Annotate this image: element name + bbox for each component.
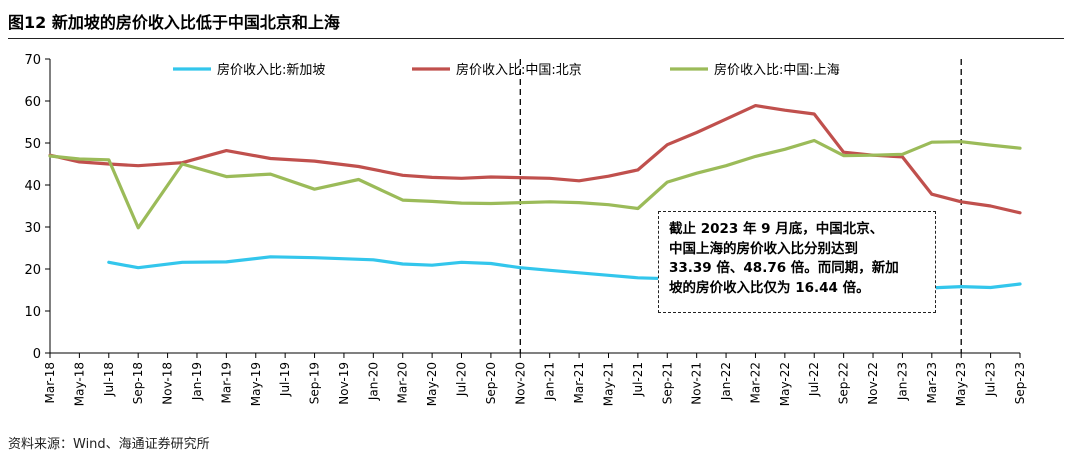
x-tick-label: Sep-22 (837, 362, 851, 404)
y-tick-label: 60 (24, 95, 41, 110)
x-tick-label: Jul-23 (984, 362, 998, 397)
x-tick-label: Sep-19 (308, 362, 322, 404)
y-tick-label: 50 (24, 137, 41, 152)
series-line (48, 138, 1022, 230)
x-tick-label: Sep-18 (131, 362, 145, 404)
title-rule (8, 38, 1064, 39)
legend-label: 房价收入比:中国:上海 (714, 62, 840, 78)
annotation-line: 截止 2023 年 9 月底，中国北京、 (669, 221, 884, 237)
x-tick-label: May-18 (72, 362, 86, 406)
x-tick-label: Mar-18 (43, 362, 57, 403)
line-chart: 0 10 20 30 40 50 60 70 Mar-18 May-18 Jul-18 Sep-18 N… (24, 53, 1027, 406)
annotation-line: 中国上海的房价收入比分别达到 (669, 240, 858, 257)
x-tick-label: Jan-23 (895, 362, 909, 401)
x-tick-label: Jul-18 (102, 362, 116, 397)
y-tick-label: 20 (24, 263, 41, 278)
x-tick-label: May-23 (954, 362, 968, 406)
y-tick-label: 30 (24, 221, 41, 236)
x-tick-label: Nov-18 (161, 362, 175, 405)
x-tick-label: May-20 (425, 362, 439, 406)
annotation-box: 截止 2023 年 9 月底，中国北京、 中国上海的房价收入比分别达到 33.3… (658, 211, 936, 313)
x-tick-label: Nov-19 (337, 362, 351, 405)
source-note: 资料来源：Wind、海通证券研究所 (8, 437, 210, 452)
x-tick-label: Nov-20 (513, 362, 527, 405)
x-tick-label: Mar-20 (396, 362, 410, 403)
y-tick-label: 10 (24, 305, 41, 320)
x-tick-label: Jan-20 (366, 362, 380, 401)
x-tick-label: Jul-20 (455, 362, 469, 397)
x-tick-label: Sep-21 (660, 362, 674, 404)
x-tick-label: Jan-19 (190, 362, 204, 401)
x-tick-label: May-21 (601, 362, 615, 406)
y-tick-label: 0 (33, 347, 41, 362)
legend-label: 房价收入比:新加坡 (217, 62, 325, 78)
x-tick-label: Jan-22 (719, 362, 733, 401)
x-tick-label: May-19 (249, 362, 263, 406)
legend-label: 房价收入比:中国:北京 (456, 62, 582, 78)
x-tick-label: Mar-23 (925, 362, 939, 403)
y-tick-label: 70 (24, 53, 41, 68)
annotation-line: 坡的房价收入比仅为 16.44 倍。 (669, 279, 870, 296)
x-tick-label: Mar-19 (219, 362, 233, 403)
x-tick-label: Mar-21 (572, 362, 586, 403)
x-tick-label: Jul-21 (631, 362, 645, 397)
x-tick-label: Jul-19 (278, 362, 292, 397)
annotation-line: 33.39 倍、48.76 倍。而同期，新加 (669, 260, 899, 276)
series-line (48, 104, 1022, 215)
figure-title: 图12 新加坡的房价收入比低于中国北京和上海 (8, 13, 340, 32)
x-tick-label: Sep-23 (1013, 362, 1027, 404)
y-tick-label: 40 (24, 179, 41, 194)
x-tick-label: Sep-20 (484, 362, 498, 404)
x-tick-label: Mar-22 (748, 362, 762, 403)
x-tick-label: May-22 (778, 362, 792, 406)
x-tick-label: Jul-22 (807, 362, 821, 397)
x-tick-label: Nov-21 (690, 362, 704, 405)
x-tick-label: Jan-21 (543, 362, 557, 401)
x-tick-label: Nov-22 (866, 362, 880, 405)
